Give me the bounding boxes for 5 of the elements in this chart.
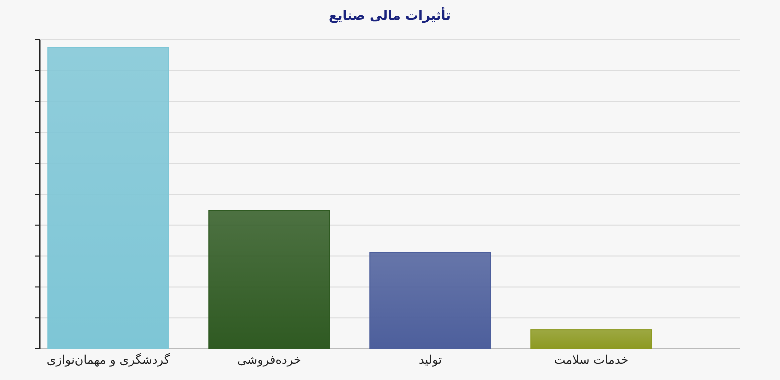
x-tick-label: خرده‌فروشی [238,353,302,367]
x-tick-label: گردشگری و مهمان‌نوازی [46,353,170,367]
chart-title: تأثیرات مالی صنایع [328,7,452,24]
x-tick-label: خدمات سلامت [554,353,629,367]
x-tick-label: تولید [418,353,442,367]
